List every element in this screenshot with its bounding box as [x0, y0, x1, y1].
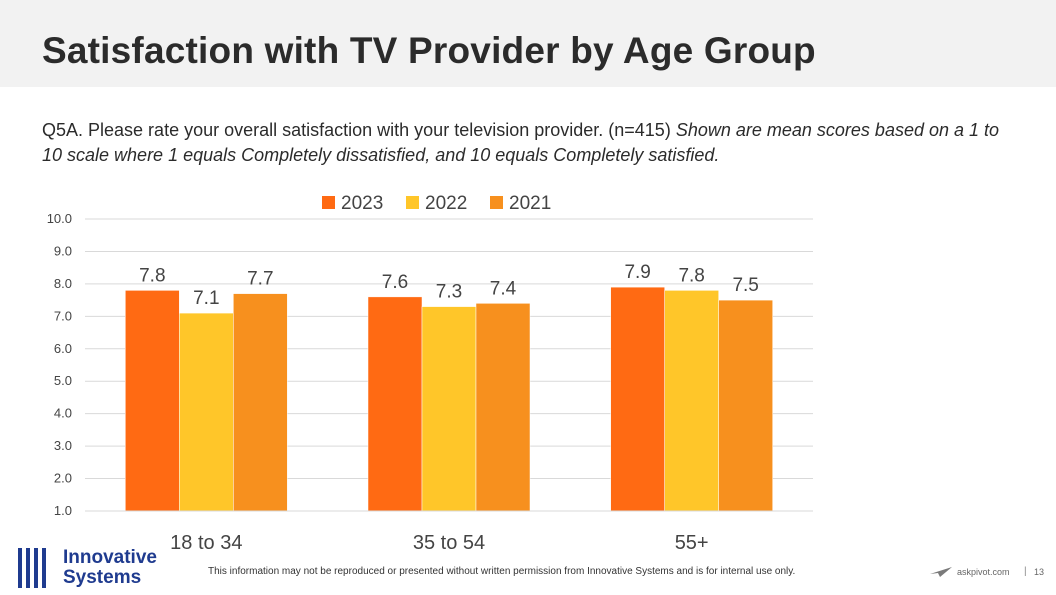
data-label: 7.3	[436, 282, 462, 303]
logo-wordmark: Innovative Systems	[63, 548, 157, 588]
data-label: 7.4	[490, 278, 517, 299]
bar	[233, 293, 288, 512]
data-label: 7.1	[193, 288, 219, 309]
y-tick-label: 6.0	[54, 341, 72, 356]
legend-label: 2022	[425, 193, 467, 214]
y-tick-label: 10.0	[47, 211, 72, 226]
footer-disclaimer: This information may not be reproduced o…	[208, 566, 796, 577]
y-tick-label: 7.0	[54, 308, 72, 323]
y-tick-label: 4.0	[54, 406, 72, 421]
bar	[664, 290, 719, 512]
paper-plane-icon	[930, 567, 952, 577]
bar	[718, 299, 773, 512]
bar	[475, 303, 531, 512]
bar	[125, 290, 180, 512]
x-category-label: 55+	[675, 532, 709, 554]
bar	[367, 296, 423, 512]
y-tick-label: 9.0	[54, 243, 72, 258]
y-tick-label: 3.0	[54, 438, 72, 453]
legend-swatch	[406, 196, 419, 209]
y-tick-label: 8.0	[54, 276, 72, 291]
data-label: 7.6	[382, 272, 408, 293]
question-note: Shown are mean scores based on a 1 to 10…	[42, 120, 1000, 165]
data-label: 7.9	[624, 262, 650, 283]
y-tick-label: 5.0	[54, 373, 72, 388]
question-text: Q5A. Please rate your overall satisfacti…	[42, 118, 1002, 168]
data-label: 7.8	[139, 265, 165, 286]
title-band	[0, 0, 1056, 87]
legend-swatch	[490, 196, 503, 209]
logo-line-1: Innovative	[63, 547, 157, 568]
company-logo: Innovative Systems	[16, 546, 166, 590]
bar	[610, 286, 665, 512]
x-category-label: 18 to 34	[170, 532, 242, 554]
data-label: 7.5	[732, 275, 758, 296]
footer-site: askpivot.com	[957, 567, 1010, 577]
legend-label: 2021	[509, 193, 551, 214]
bar	[421, 306, 477, 512]
data-label: 7.8	[678, 265, 704, 286]
question-main: Q5A. Please rate your overall satisfacti…	[42, 120, 676, 140]
page-number: 13	[1034, 567, 1045, 577]
logo-line-2: Systems	[63, 567, 142, 588]
page-title: Satisfaction with TV Provider by Age Gro…	[42, 30, 816, 71]
y-tick-label: 1.0	[54, 503, 72, 518]
bar	[179, 312, 234, 512]
logo-mark-icon	[18, 548, 46, 588]
data-label: 7.7	[247, 269, 273, 290]
x-category-label: 35 to 54	[413, 532, 485, 554]
legend-label: 2023	[341, 193, 383, 214]
legend-swatch	[322, 196, 335, 209]
y-tick-label: 2.0	[54, 471, 72, 486]
footer-divider: |	[1024, 566, 1027, 577]
